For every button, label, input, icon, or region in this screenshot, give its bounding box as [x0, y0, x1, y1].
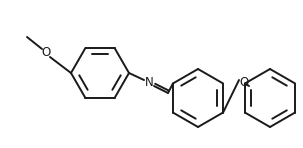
- Text: N: N: [145, 77, 153, 90]
- Text: O: O: [42, 46, 51, 59]
- Text: O: O: [239, 77, 249, 90]
